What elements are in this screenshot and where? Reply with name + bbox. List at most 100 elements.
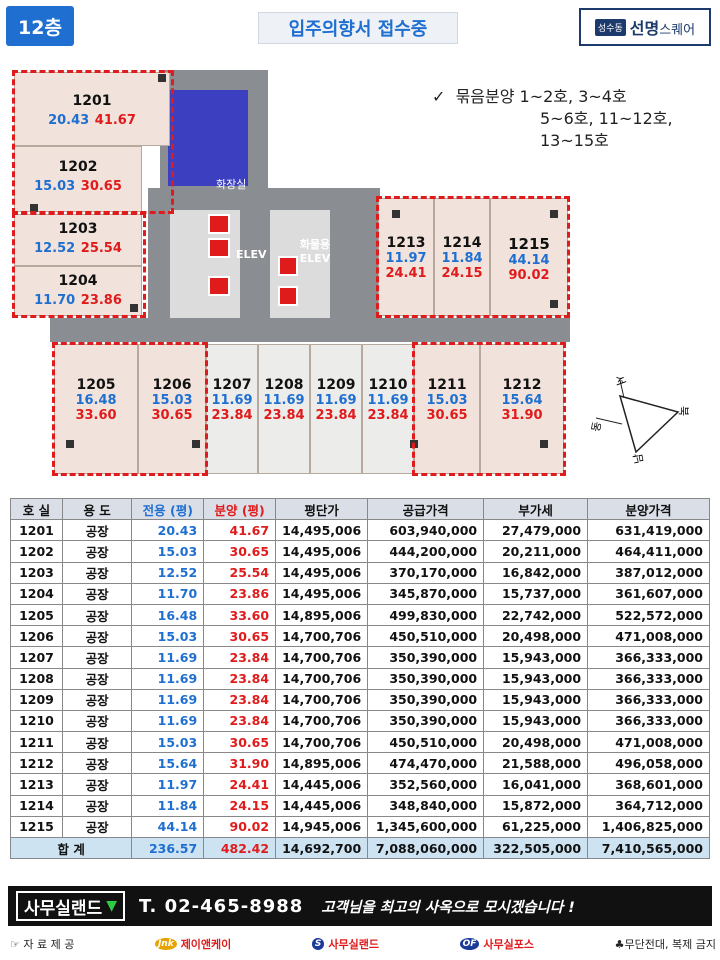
cell-unit-price: 14,895,006 — [275, 752, 369, 775]
unit-sale-area: 90.02 — [508, 268, 550, 283]
unit-1203[interactable]: 1203 12.52 25.54 — [14, 214, 142, 266]
cell-use: 공장 — [61, 709, 133, 733]
unit-number: 1204 — [58, 273, 98, 289]
cell-sale-price: 1,406,825,000 — [587, 815, 710, 839]
total-supply-price: 7,088,060,000 — [367, 836, 485, 860]
unit-1209[interactable]: 1209 11.69 23.84 — [310, 344, 362, 474]
cell-use: 공장 — [61, 752, 133, 775]
col-sale-area: 분양 (평) — [203, 497, 277, 521]
cell-use: 공장 — [61, 688, 133, 711]
table-row: 1215 공장 44.14 90.02 14,945,006 1,345,600,000 6… — [10, 815, 710, 839]
bundle-note-line3: 13~15호 — [540, 131, 609, 150]
unit-1201[interactable]: 1201 20.43 41.67 — [14, 72, 170, 146]
cell-sale-price: 471,008,000 — [587, 625, 710, 648]
cell-sale-price: 361,607,000 — [587, 582, 710, 605]
unit-exclusive-area: 11.70 — [34, 293, 76, 308]
brand-name: 선명스퀘어 — [630, 15, 695, 39]
unit-1202[interactable]: 1202 15.03 30.65 — [14, 146, 142, 212]
unit-1214[interactable]: 1214 11.84 24.15 — [434, 198, 490, 316]
unit-number: 1213 — [386, 235, 426, 251]
bundle-group-1211-1212 — [412, 342, 566, 476]
col-sale-price: 분양가격 — [587, 497, 710, 521]
unit-exclusive-area: 12.52 — [34, 241, 76, 256]
unit-exclusive-area: 11.69 — [263, 393, 305, 408]
unit-1212[interactable]: 1212 15.64 31.90 — [480, 344, 564, 474]
total-sale-area: 482.42 — [203, 836, 277, 860]
cell-sale-price: 387,012,000 — [587, 561, 710, 584]
table-total-row: 합 계 236.57 482.42 14,692,700 7,088,060,0… — [9, 836, 710, 860]
unit-number: 1206 — [152, 377, 192, 393]
cell-supply-price: 350,390,000 — [367, 688, 485, 711]
unit-1211[interactable]: 1211 15.03 30.65 — [414, 344, 480, 474]
cell-unit: 1215 — [10, 815, 63, 839]
cell-unit-price: 14,495,006 — [275, 519, 369, 542]
cell-unit: 1201 — [10, 519, 63, 542]
cell-use: 공장 — [61, 815, 133, 839]
triangle-down-icon: ▼ — [106, 898, 117, 914]
unit-exclusive-area: 15.03 — [34, 179, 76, 194]
cell-supply-price: 370,170,000 — [367, 561, 485, 584]
cell-vat: 20,498,000 — [483, 625, 589, 648]
pillar — [158, 74, 166, 82]
unit-exclusive-area: 15.03 — [426, 393, 468, 408]
unit-1208[interactable]: 1208 11.69 23.84 — [258, 344, 310, 474]
cell-unit-price: 14,495,006 — [275, 582, 369, 605]
cell-sale-area: 30.65 — [203, 540, 277, 563]
contact-phone[interactable]: T. 02-465-8988 — [138, 895, 304, 917]
col-unit: 호 실 — [10, 497, 63, 521]
cell-exclusive: 15.03 — [131, 540, 205, 563]
cell-supply-price: 348,840,000 — [367, 794, 485, 817]
cell-sale-area: 30.65 — [203, 625, 277, 648]
unit-1207[interactable]: 1207 11.69 23.84 — [206, 344, 258, 474]
cell-unit-price: 14,700,706 — [275, 688, 369, 711]
unit-1205[interactable]: 1205 16.48 33.60 — [54, 344, 138, 474]
unit-1204[interactable]: 1204 11.70 23.86 — [14, 266, 142, 316]
cell-supply-price: 444,200,000 — [367, 540, 485, 563]
brand-badge: 성수동 — [594, 18, 626, 36]
compass-south: 남 — [631, 452, 646, 464]
cell-use: 공장 — [61, 540, 133, 563]
unit-sale-area: 23.84 — [315, 408, 357, 423]
pillar — [550, 300, 558, 308]
cell-vat: 21,588,000 — [483, 752, 589, 775]
pillar — [130, 304, 138, 312]
compass-north: 북 — [677, 406, 690, 416]
unit-1210[interactable]: 1210 11.69 23.84 — [362, 344, 414, 474]
cell-exclusive: 11.69 — [131, 646, 205, 669]
cell-supply-price: 450,510,000 — [367, 625, 485, 648]
total-exclusive: 236.57 — [131, 836, 205, 860]
table-row: 1210 공장 11.69 23.84 14,700,706 350,390,000 15,… — [10, 709, 710, 733]
cell-sale-price: 364,712,000 — [587, 794, 710, 817]
unit-number: 1214 — [442, 235, 482, 251]
pillar — [192, 440, 200, 448]
cell-vat: 20,211,000 — [483, 540, 589, 563]
pillar — [30, 204, 38, 212]
table-row: 1212 공장 15.64 31.90 14,895,006 474,470,000 21,… — [10, 752, 710, 775]
unit-exclusive-area: 16.48 — [75, 393, 117, 408]
unit-sale-area: 24.41 — [385, 266, 427, 281]
pillar — [392, 210, 400, 218]
cell-exclusive: 11.69 — [131, 709, 205, 733]
table-header-row: 호 실 용 도 전용 (평) 분양 (평) 평단가 공급가격 부가세 분양가격 — [10, 497, 710, 521]
cell-vat: 16,842,000 — [483, 561, 589, 584]
unit-number: 1215 — [508, 235, 550, 253]
unit-number: 1210 — [368, 377, 408, 393]
col-supply-price: 공급가격 — [367, 497, 485, 521]
unit-1206[interactable]: 1206 15.03 30.65 — [138, 344, 206, 474]
unit-exclusive-area: 20.43 — [48, 113, 90, 128]
cell-vat: 15,943,000 — [483, 709, 589, 733]
copyright-notice: ♣무단전대, 복제 금지 — [614, 938, 716, 951]
cell-unit: 1209 — [10, 688, 63, 711]
source-row: ☞ 자 료 제 공 Jnk 제이앤케이 S 사무실랜드 OF 사무실포스 ♣무단전대,… — [10, 934, 716, 954]
unit-sale-area: 23.84 — [211, 408, 253, 423]
unit-number: 1202 — [58, 159, 98, 175]
cell-unit-price: 14,700,706 — [275, 709, 369, 733]
unit-sale-area: 33.60 — [75, 408, 117, 423]
brand-logo: 성수동 선명스퀘어 — [579, 8, 711, 46]
cell-unit-price: 14,700,706 — [275, 667, 369, 690]
unit-exclusive-area: 11.69 — [367, 393, 409, 408]
elevator-label: ELEV — [236, 248, 267, 261]
unit-1213[interactable]: 1213 11.97 24.41 — [378, 198, 434, 316]
cell-vat: 15,943,000 — [483, 646, 589, 669]
contact-bar: 사무실랜드 ▼ T. 02-465-8988 고객님을 최고의 사옥으로 모시겠… — [8, 886, 712, 926]
